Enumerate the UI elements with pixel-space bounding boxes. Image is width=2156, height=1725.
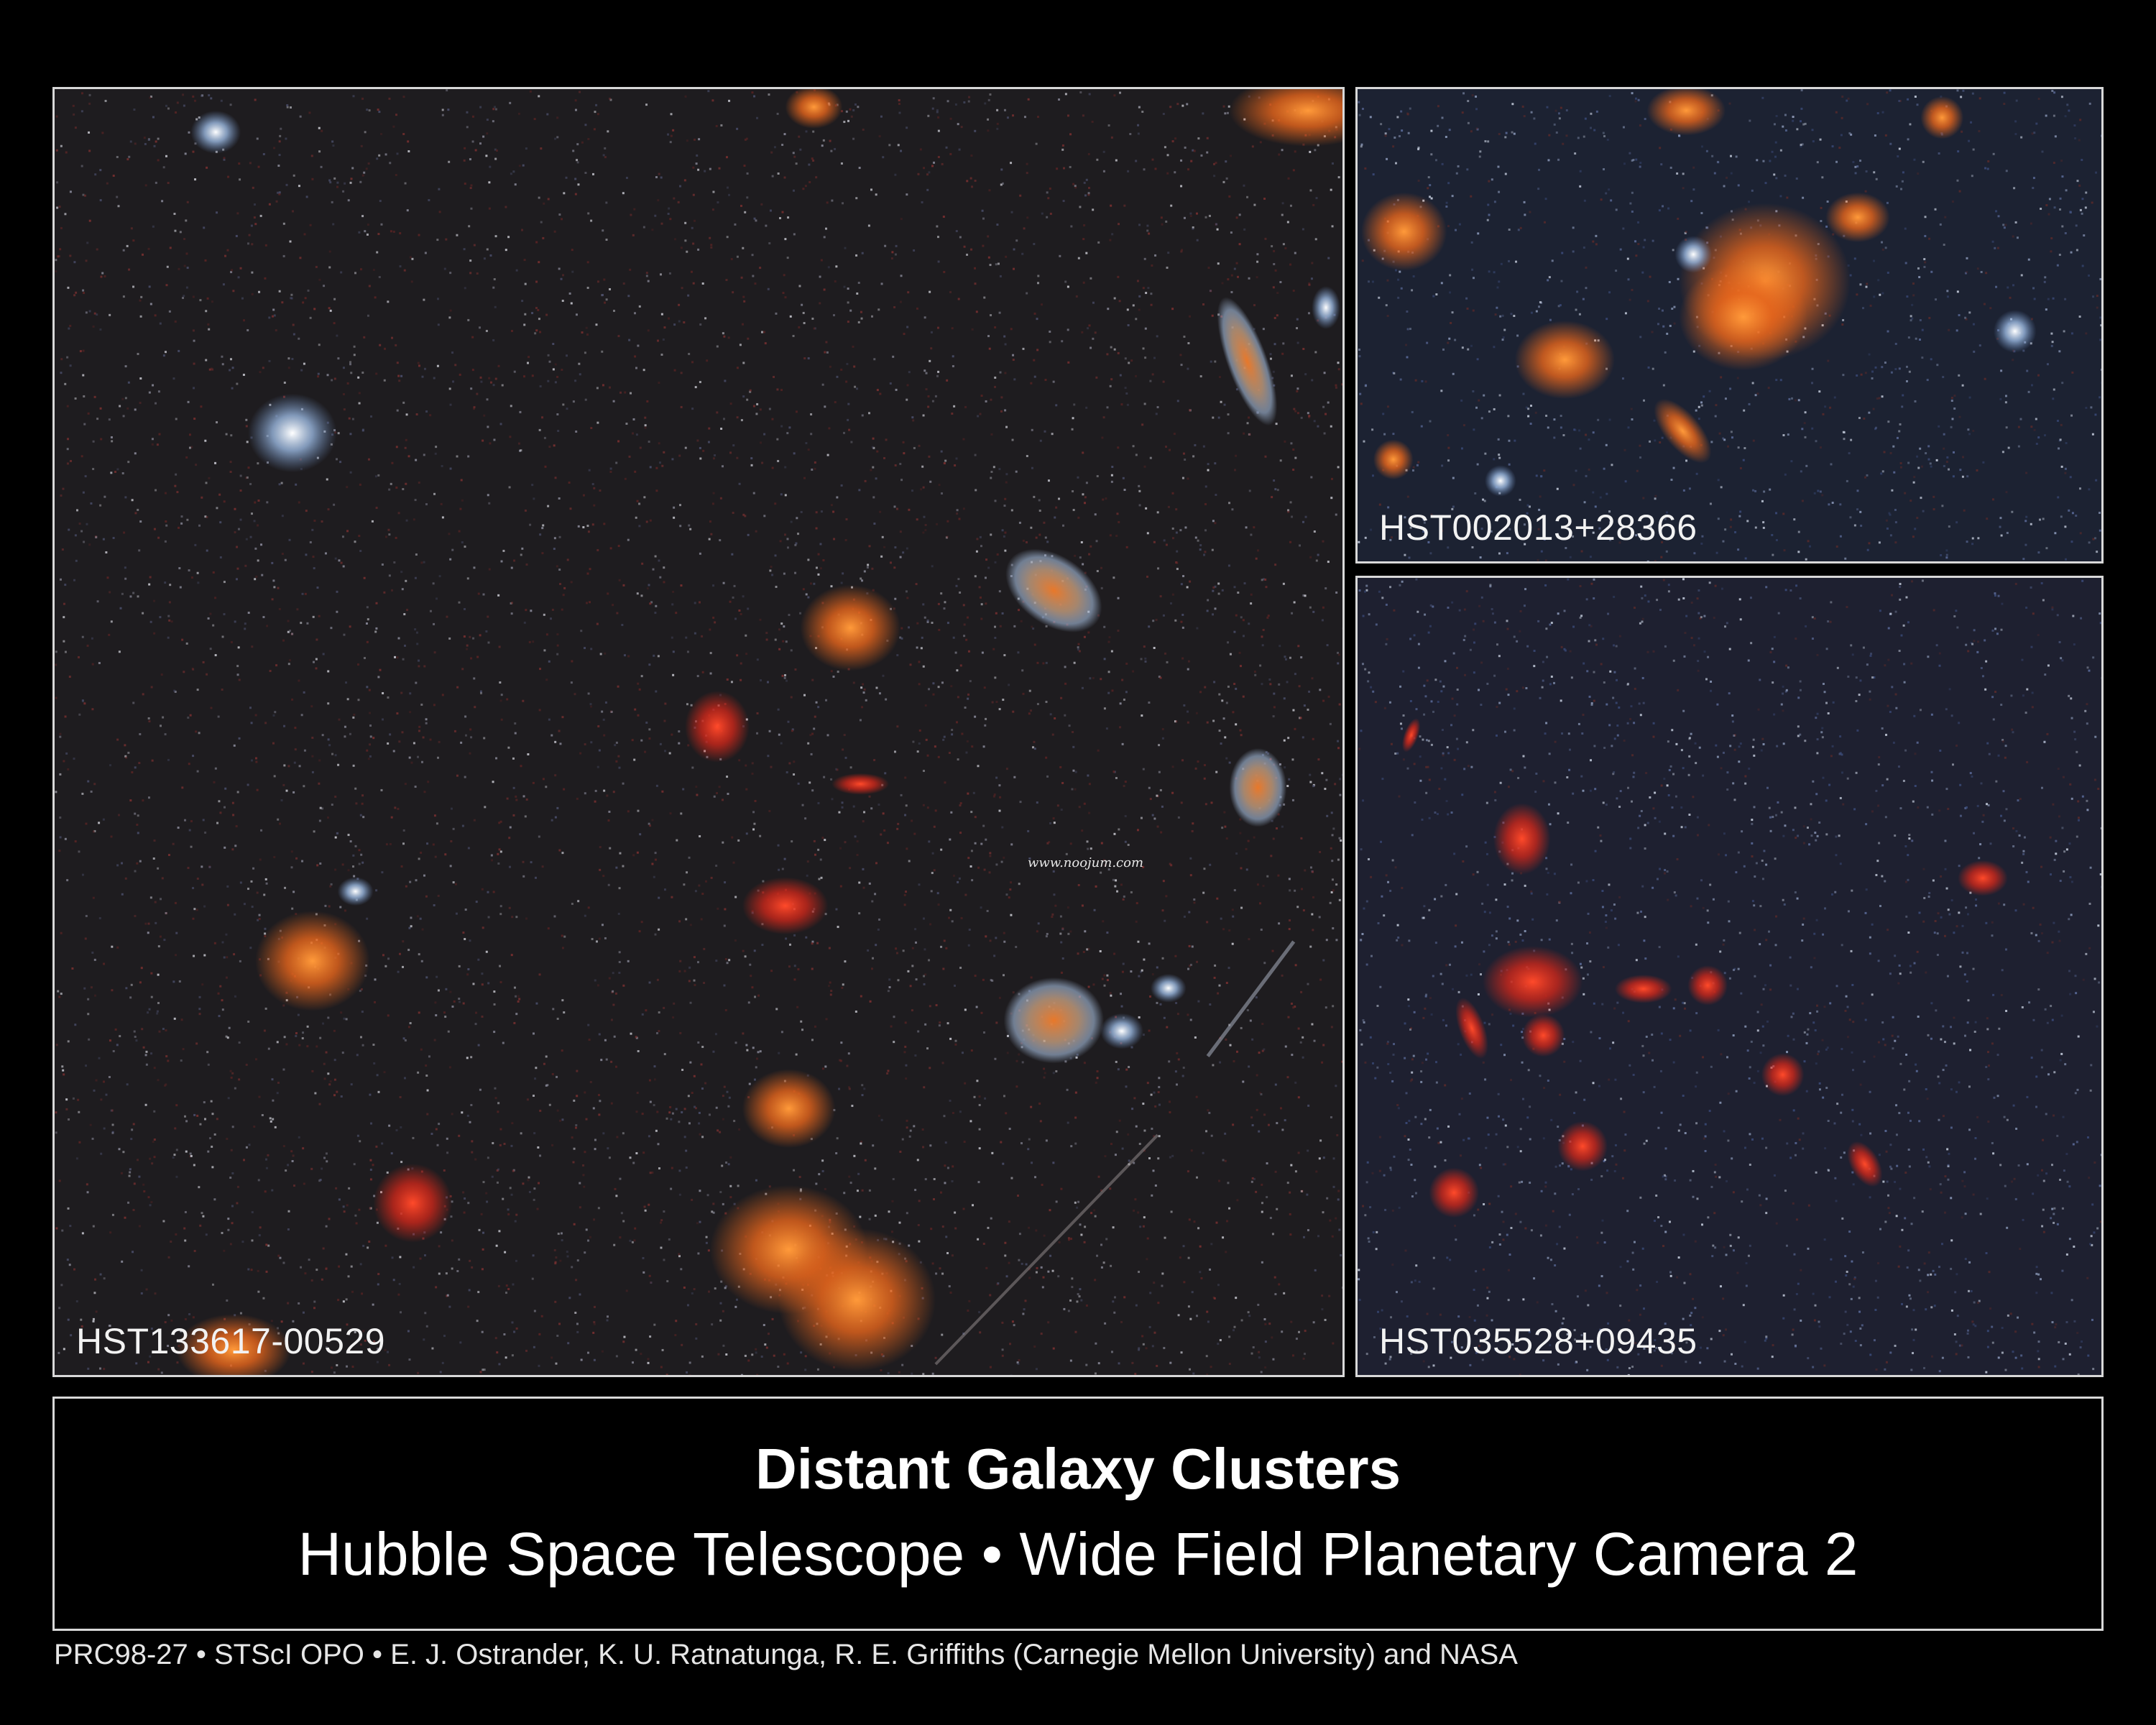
orange-galaxy bbox=[785, 89, 843, 129]
red-galaxy bbox=[1958, 860, 2008, 896]
red-galaxy bbox=[1493, 803, 1551, 875]
red-galaxy bbox=[1401, 718, 1421, 753]
watermark: www.noojum.com bbox=[1028, 855, 1144, 870]
orange-galaxy bbox=[1360, 192, 1447, 271]
galaxy-field-top-right bbox=[1358, 89, 2101, 561]
orange-galaxy bbox=[1229, 89, 1342, 147]
blue-star bbox=[1484, 465, 1516, 497]
red-galaxy bbox=[1455, 998, 1488, 1059]
red-galaxy bbox=[1847, 1141, 1883, 1187]
caption-subtitle: Hubble Space Telescope • Wide Field Plan… bbox=[298, 1520, 1858, 1588]
galaxy-field-bottom-right bbox=[1358, 578, 2101, 1375]
diffraction-streak bbox=[934, 1133, 1159, 1366]
edge-on-galaxy bbox=[1217, 297, 1278, 426]
red-galaxy bbox=[1614, 975, 1672, 1003]
credit-line: PRC98-27 • STScI OPO • E. J. Ostrander, … bbox=[54, 1639, 1518, 1670]
orange-galaxy bbox=[1920, 96, 1964, 139]
blue-galaxy bbox=[1312, 286, 1341, 329]
caption-box: Distant Galaxy Clusters Hubble Space Tel… bbox=[52, 1397, 2104, 1631]
red-galaxy bbox=[742, 877, 829, 935]
orange-galaxy bbox=[1654, 398, 1712, 464]
red-galaxy bbox=[1557, 1121, 1608, 1172]
blue-galaxy bbox=[1100, 1013, 1143, 1049]
blue-galaxy bbox=[337, 877, 374, 906]
orange-galaxy bbox=[1825, 192, 1890, 243]
blue-galaxy bbox=[1150, 973, 1187, 1003]
orange-galaxy bbox=[800, 584, 901, 671]
blue-galaxy bbox=[248, 393, 337, 473]
panel-label-top-right: HST002013+28366 bbox=[1379, 507, 1697, 548]
orange-galaxy bbox=[176, 1314, 291, 1375]
panel-label-bottom-right: HST035528+09435 bbox=[1379, 1321, 1697, 1361]
blue-star bbox=[1674, 236, 1713, 273]
red-galaxy bbox=[1521, 1013, 1565, 1057]
orange-galaxy bbox=[1646, 89, 1726, 136]
red-galaxy bbox=[1687, 965, 1728, 1006]
image-panel-top-right: HST002013+28366 bbox=[1355, 87, 2104, 564]
orange-galaxy bbox=[1003, 977, 1105, 1064]
blue-galaxy bbox=[190, 110, 241, 154]
caption-title: Distant Galaxy Clusters bbox=[755, 1437, 1401, 1501]
orange-galaxy bbox=[1373, 439, 1414, 480]
red-galaxy bbox=[685, 691, 750, 763]
orange-galaxy bbox=[1514, 321, 1615, 400]
red-galaxy bbox=[1482, 946, 1583, 1018]
image-panel-bottom-right: HST035528+09435 bbox=[1355, 576, 2104, 1377]
red-star bbox=[373, 1163, 453, 1243]
panel-label-main: HST133617-00529 bbox=[76, 1321, 386, 1361]
blue-star bbox=[1993, 310, 2037, 353]
image-panel-main: HST133617-00529 bbox=[52, 87, 1345, 1377]
red-galaxy bbox=[1429, 1167, 1480, 1218]
red-galaxy bbox=[831, 773, 890, 795]
red-galaxy bbox=[1761, 1053, 1805, 1097]
orange-galaxy bbox=[778, 1228, 936, 1372]
orange-galaxy bbox=[742, 1069, 836, 1149]
galaxy-field-main bbox=[55, 89, 1342, 1375]
diffraction-streak bbox=[1206, 940, 1296, 1057]
orange-galaxy bbox=[1229, 748, 1287, 827]
orange-galaxy bbox=[255, 911, 370, 1011]
central-galaxy bbox=[1679, 263, 1808, 371]
spiral-galaxy bbox=[1005, 548, 1102, 632]
